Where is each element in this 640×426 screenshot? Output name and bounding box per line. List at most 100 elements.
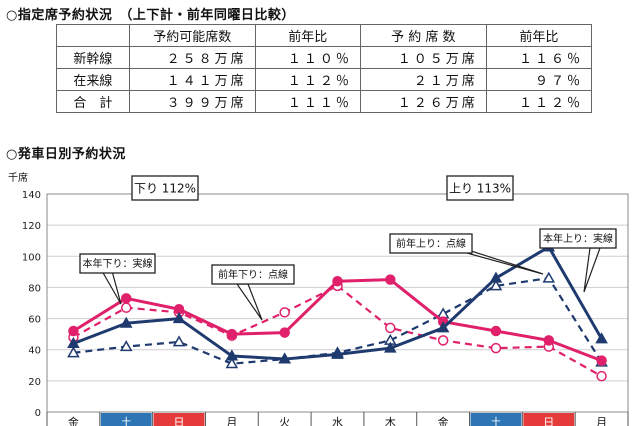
data-point <box>67 346 80 358</box>
table-cell: １１２％ <box>485 90 593 113</box>
table-cell: １４１万席 <box>128 68 256 91</box>
chart-heading: ○発車日別予約状況 <box>6 147 126 162</box>
y-axis-label: 千席 <box>8 171 28 184</box>
note-current-down-label: 本年下り：実線 <box>83 257 153 270</box>
y-tick-label: 0 <box>35 408 41 419</box>
data-point <box>279 307 290 318</box>
data-point <box>119 316 133 328</box>
data-point <box>437 335 449 346</box>
data-point <box>67 336 80 348</box>
table-cell: １１２％ <box>254 68 361 91</box>
callout-tail <box>583 247 601 293</box>
x-tick-label: 水 <box>332 416 343 426</box>
x-tick-cell <box>153 413 205 426</box>
y-tick-label: 140 <box>22 190 41 201</box>
y-tick-label: 100 <box>22 252 41 263</box>
table-cell: ３９９万席 <box>128 90 256 113</box>
data-point <box>385 322 396 334</box>
table-cell: １１１％ <box>254 90 361 113</box>
callout-down-total-box <box>131 175 199 201</box>
table-row: 新幹線 ２５８万席 １１０％ １０５万席 １１６％ <box>56 46 593 69</box>
row-label: 新幹線 <box>56 46 130 69</box>
table-header-cell: 前年比 <box>254 24 361 47</box>
data-point <box>279 327 290 338</box>
callout-up-total-label: 上り 113% <box>449 181 511 195</box>
note-current-up-box <box>539 228 617 249</box>
x-tick-cell <box>576 413 627 426</box>
table-cell: １１０％ <box>254 46 361 69</box>
x-tick-label: 木 <box>385 416 396 426</box>
table-cell: １０５万席 <box>359 46 487 69</box>
table-heading: ○指定席予約状況 （上下計・前年同曜日比較） <box>6 8 295 23</box>
data-point <box>332 275 343 287</box>
table-header-cell: 予 約 席 数 <box>359 24 487 47</box>
plot-frame <box>46 193 629 413</box>
table-header-cell: 前年比 <box>485 24 593 47</box>
table-cell: ９７％ <box>485 68 593 91</box>
data-point <box>489 271 503 283</box>
data-point <box>120 302 132 313</box>
table-cell: ２５８万席 <box>128 46 256 69</box>
x-tick-label: 金 <box>68 415 79 426</box>
x-tick-cell <box>259 413 311 426</box>
y-tick-label: 60 <box>28 315 41 326</box>
x-tick-cell <box>312 413 363 426</box>
x-tick-cell <box>48 413 99 426</box>
table-header-cell <box>56 24 130 47</box>
row-label: 在来線 <box>56 68 130 91</box>
table-row: 在来線 １４１万席 １１２％ ２１万席 ９７％ <box>56 68 593 91</box>
data-point <box>489 279 503 291</box>
table-row: 合 計 ３９９万席 １１１％ １２６万席 １１２％ <box>56 90 593 113</box>
y-tick-label: 80 <box>28 283 41 294</box>
series-0 <box>68 274 607 366</box>
x-tick-cell <box>417 413 469 426</box>
y-tick-label: 40 <box>28 346 41 357</box>
data-point <box>225 349 239 361</box>
x-tick-label: 月 <box>596 416 607 426</box>
data-point <box>384 341 397 353</box>
table-header-row: 予約可能席数 前年比 予 約 席 数 前年比 <box>56 24 593 47</box>
x-tick-label: 金 <box>438 415 449 426</box>
data-point <box>226 328 238 340</box>
x-tick-label: 日 <box>174 416 185 426</box>
note-prior-down-box <box>211 264 295 285</box>
table-cell: ２１万席 <box>359 68 487 91</box>
note-prior-up-box <box>389 233 473 254</box>
data-point <box>596 355 607 366</box>
data-point <box>595 332 608 344</box>
x-tick-cell <box>364 413 416 426</box>
reservation-table: 予約可能席数 前年比 予 約 席 数 前年比 新幹線 ２５８万席 １１０％ １０… <box>56 24 593 113</box>
data-point <box>490 325 502 337</box>
data-point <box>225 357 239 369</box>
callout-up-total-box <box>446 175 514 201</box>
note-current-up-label: 本年上り：実線 <box>543 232 613 245</box>
note-prior-up-label: 前年上り：点線 <box>396 237 466 250</box>
note-current-down-box <box>79 253 156 274</box>
data-point <box>596 370 607 382</box>
table-cell: １１６％ <box>485 46 593 69</box>
data-point <box>490 342 502 354</box>
data-point <box>278 352 291 364</box>
note-prior-down-label: 前年下り：点線 <box>218 268 288 281</box>
x-tick-label: 日 <box>543 416 554 426</box>
data-point <box>172 335 186 347</box>
x-tick-label: 火 <box>279 416 290 426</box>
series-2 <box>67 240 608 364</box>
data-point <box>385 274 396 285</box>
callout-tail <box>235 283 263 321</box>
x-tick-label: 月 <box>226 416 237 426</box>
data-point <box>331 347 344 359</box>
table-header-cell: 予約可能席数 <box>128 24 256 47</box>
row-label: 合 計 <box>56 90 130 113</box>
x-tick-cell <box>523 413 575 426</box>
data-point <box>120 293 132 304</box>
series-1 <box>68 280 607 382</box>
x-tick-cell <box>206 413 258 426</box>
data-point <box>119 340 133 352</box>
x-tick-cell <box>470 413 522 426</box>
data-point <box>436 321 450 333</box>
series-line <box>72 284 603 378</box>
y-tick-label: 120 <box>22 221 41 232</box>
data-point <box>172 312 186 324</box>
data-point <box>543 335 555 346</box>
